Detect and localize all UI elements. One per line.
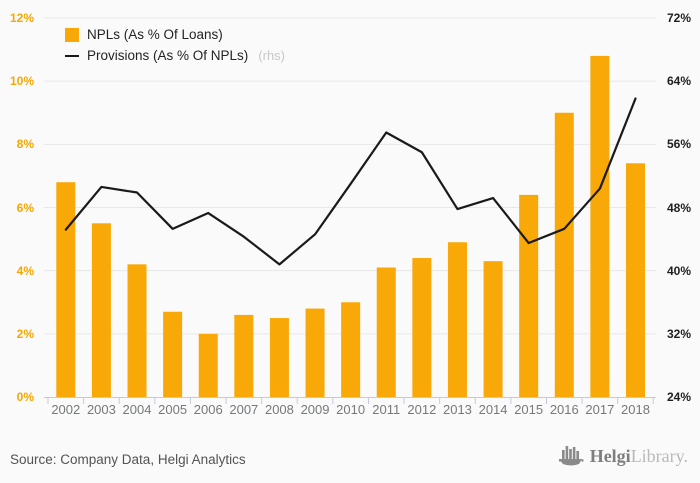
npl-bar-2006	[198, 333, 218, 397]
provisions-legend-label: Provisions (As % Of NPLs)	[87, 48, 249, 63]
npl-bar-2005	[163, 311, 183, 397]
source-attribution: Source: Company Data, Helgi Analytics	[10, 452, 246, 467]
year-label-2014: 2014	[478, 402, 508, 417]
year-label-2005: 2005	[158, 402, 188, 417]
right-axis-tick-label: 72%	[667, 11, 692, 25]
logo-text-helgi: Helgi	[589, 445, 631, 466]
left-axis-tick-label: 0%	[16, 390, 34, 404]
npl-bar-2018	[625, 163, 645, 397]
year-label-2006: 2006	[193, 402, 223, 417]
right-axis-tick-label: 40%	[667, 263, 692, 278]
year-label-2013: 2013	[442, 402, 472, 417]
right-axis-tick-label: 24%	[667, 390, 692, 404]
right-axis-tick-label: 32%	[667, 326, 692, 341]
provisions-legend-line-icon	[65, 54, 79, 57]
chart-legend: NPLs (As % Of Loans) Provisions (As % Of…	[65, 27, 285, 63]
npl-bar-2008	[269, 318, 289, 397]
npl-bar-2007	[234, 314, 254, 397]
npl-bar-2014	[483, 261, 503, 397]
right-axis-tick-label: 48%	[667, 200, 692, 215]
rhs-axis-note: (rhs)	[258, 48, 286, 63]
year-label-2003: 2003	[86, 402, 116, 417]
provisions-line	[64, 97, 637, 266]
npl-bar-2012	[412, 258, 432, 397]
npls-legend-label: NPLs (As % Of Loans)	[87, 27, 223, 42]
year-label-2015: 2015	[514, 402, 544, 417]
helgi-ship-icon	[558, 446, 584, 466]
npls-legend-swatch-icon	[65, 27, 79, 42]
right-axis-tick-label: 64%	[667, 74, 692, 89]
npl-bar-2002	[56, 182, 76, 397]
right-axis-tick-label: 56%	[667, 137, 692, 152]
year-label-2002: 2002	[51, 402, 81, 417]
left-axis-tick-label: 8%	[16, 137, 34, 152]
npl-bar-2013	[447, 242, 467, 397]
npl-bar-2011	[376, 267, 396, 397]
left-axis-tick-label: 4%	[16, 263, 34, 278]
year-label-2016: 2016	[549, 402, 579, 417]
year-label-2018: 2018	[621, 402, 650, 417]
year-label-2004: 2004	[122, 402, 152, 417]
npl-bar-2003	[91, 223, 111, 397]
legend-item-npls: NPLs (As % Of Loans)	[65, 27, 285, 42]
year-label-2009: 2009	[300, 402, 330, 417]
year-label-2008: 2008	[264, 402, 294, 417]
legend-item-provisions: Provisions (As % Of NPLs) (rhs)	[65, 48, 285, 63]
logo-text-library: Library.	[630, 445, 688, 466]
left-axis-tick-label: 6%	[16, 200, 34, 215]
left-axis-tick-label: 12%	[9, 11, 34, 25]
year-label-2012: 2012	[407, 402, 437, 417]
npl-bar-2017	[590, 55, 610, 398]
npl-bar-2009	[305, 308, 325, 397]
year-label-2010: 2010	[336, 402, 366, 417]
left-axis-tick-label: 10%	[9, 74, 34, 89]
npl-bar-2016	[554, 112, 574, 397]
year-label-2011: 2011	[372, 402, 401, 417]
logo-wordmark: HelgiLibrary.	[590, 446, 688, 467]
helgi-library-logo: HelgiLibrary.	[558, 444, 688, 468]
npl-bar-2015	[519, 194, 539, 397]
npl-bar-2010	[341, 302, 361, 397]
year-label-2007: 2007	[229, 402, 259, 417]
left-axis-tick-label: 2%	[16, 326, 34, 341]
year-label-2017: 2017	[585, 402, 615, 417]
npl-bar-2004	[127, 264, 147, 397]
